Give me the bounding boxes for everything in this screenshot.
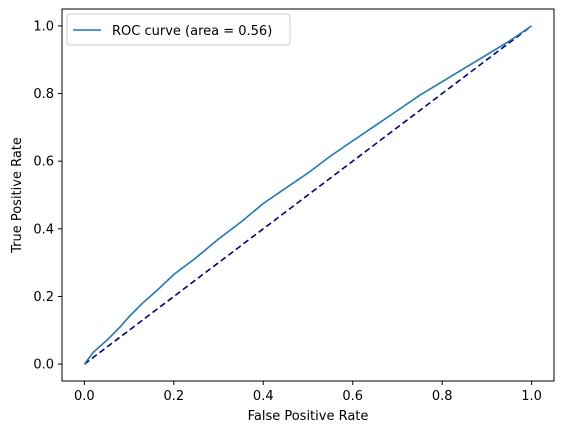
x-tick-label: 0.4	[253, 389, 274, 404]
y-tick-label: 0.2	[33, 290, 54, 305]
legend-label-roc: ROC curve (area = 0.56)	[112, 24, 272, 39]
axes	[61, 8, 555, 382]
x-axis-label: False Positive Rate	[248, 409, 369, 424]
x-tick-label: 1.0	[521, 389, 542, 404]
x-tick-label: 0.0	[74, 389, 95, 404]
y-axis-label: True Positive Rate	[10, 137, 25, 254]
legend: ROC curve (area = 0.56)	[66, 13, 291, 46]
axes-frame	[61, 8, 555, 382]
y-tick-label: 0.8	[33, 87, 54, 102]
chance-diagonal-line	[83, 25, 533, 365]
y-tick-label: 0.0	[33, 358, 54, 373]
y-tick-label: 1.0	[33, 19, 54, 34]
ticks: 0.0 0.2 0.4 0.6 0.8 1.0 0.0 0.2 0.4 0.6 0.8 1.0	[33, 19, 542, 404]
x-tick-label: 0.8	[432, 389, 453, 404]
legend-box	[66, 13, 291, 46]
roc-curve-line	[83, 25, 533, 365]
y-tick-label: 0.6	[33, 155, 54, 170]
x-tick-label: 0.2	[163, 389, 184, 404]
y-tick-label: 0.4	[33, 222, 54, 237]
x-tick-label: 0.6	[342, 389, 363, 404]
plot-area	[83, 25, 533, 365]
